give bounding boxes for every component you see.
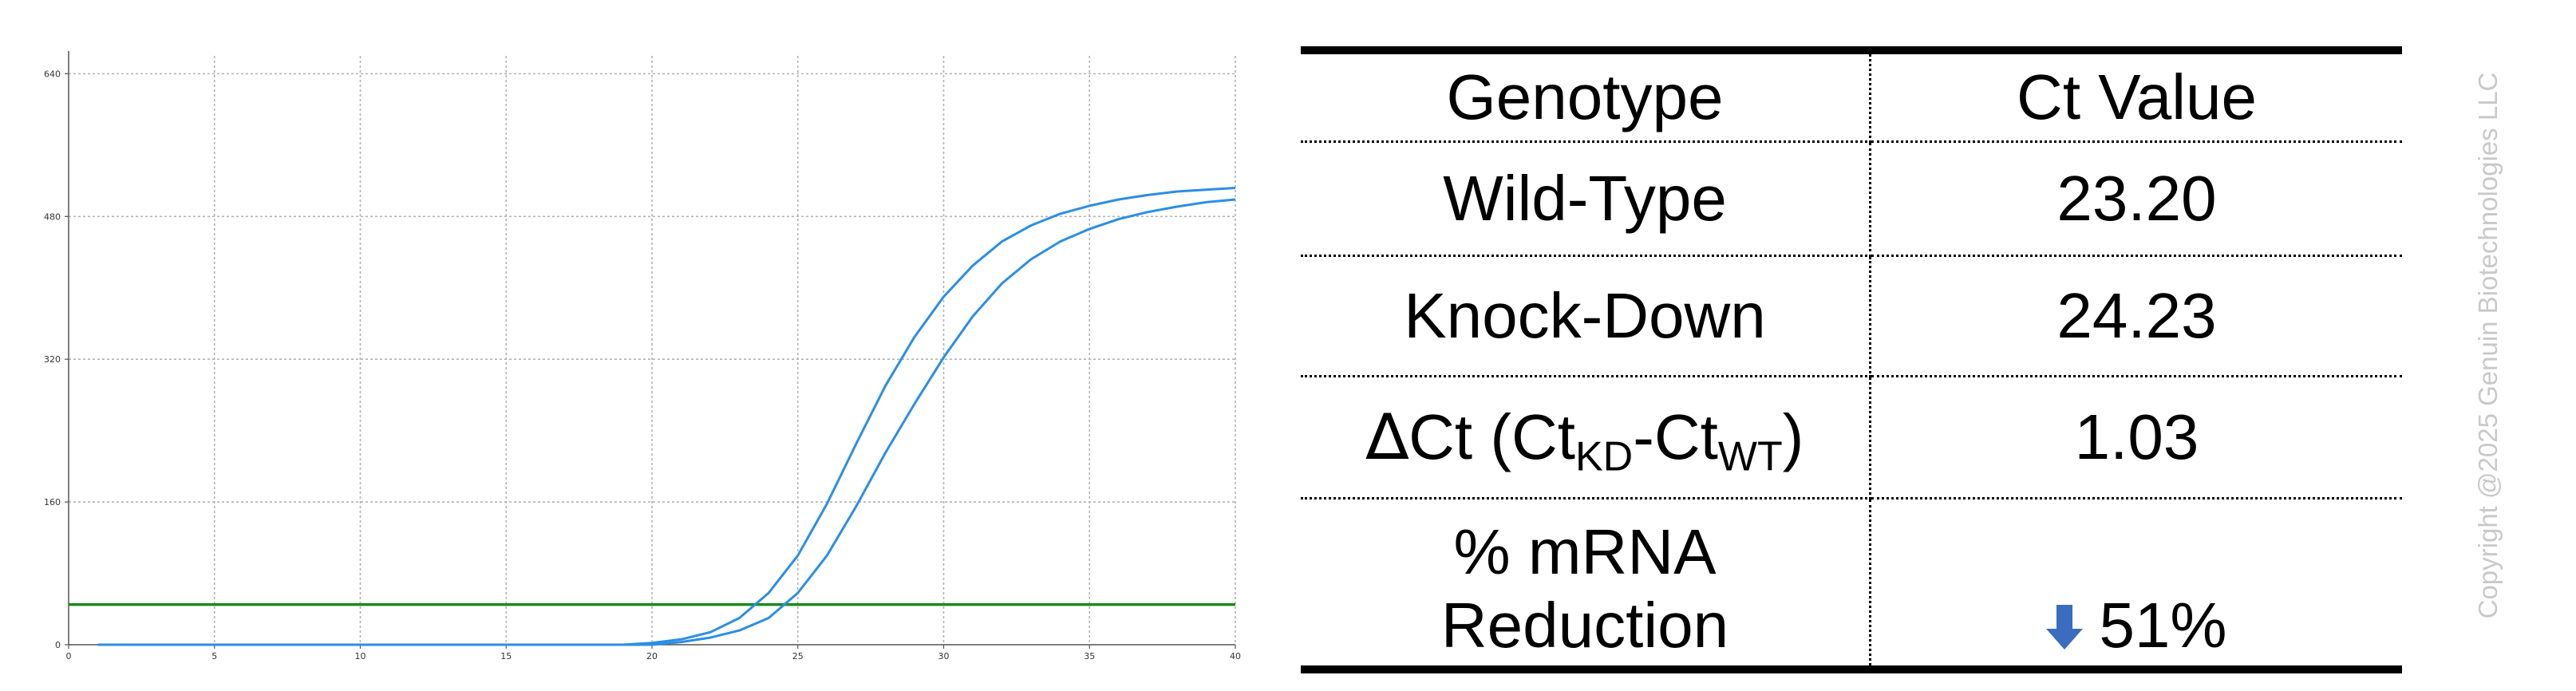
x-tick-label: 10	[355, 651, 366, 661]
amplification-curve-2	[97, 198, 1236, 646]
table-row: Wild-Type 23.20	[1301, 141, 2402, 257]
reduction-label-line2: Reduction	[1440, 590, 1729, 661]
y-tick-label: 160	[44, 497, 61, 507]
ct-knock-down: 24.23	[1870, 255, 2402, 377]
subscript-wt: WT	[1717, 433, 1783, 480]
down-arrow-icon	[2046, 605, 2084, 650]
copyright-notice: Copyright @2025 Genuin Biotechnologies L…	[2473, 72, 2503, 619]
results-table: Genotype Ct Value Wild-Type 23.20 Knock-…	[1301, 46, 2402, 673]
amplification-curves	[97, 187, 1236, 646]
delta-ct-close: )	[1782, 401, 1804, 472]
chart-ticks: 0 5 10 15 20 25 30 35 40 0 160 320 480 640	[44, 69, 1241, 661]
chart-grid	[69, 56, 1236, 645]
reduction-label: % mRNA Reduction	[1301, 498, 1871, 673]
header-ct-value: Ct Value	[1870, 46, 2402, 143]
subscript-kd: KD	[1575, 433, 1634, 480]
x-tick-label: 15	[500, 651, 512, 661]
y-tick-label: 0	[55, 640, 61, 650]
table-header-row: Genotype Ct Value	[1301, 46, 2402, 143]
delta-ct-label: ∆Ct (CtKD-CtWT)	[1301, 376, 1871, 499]
x-tick-label: 30	[938, 651, 950, 661]
header-genotype: Genotype	[1301, 46, 1871, 143]
ct-wild-type: 23.20	[1870, 141, 2402, 257]
x-tick-label: 35	[1084, 651, 1095, 661]
x-tick-label: 0	[66, 651, 72, 661]
delta-ct-value: 1.03	[1870, 376, 2402, 499]
y-tick-label: 640	[44, 69, 61, 79]
genotype-knock-down: Knock-Down	[1301, 255, 1871, 377]
x-tick-label: 5	[211, 651, 217, 661]
x-tick-label: 20	[646, 651, 658, 661]
reduction-value-cell: 51%	[1870, 498, 2402, 673]
delta-symbol: ∆	[1365, 400, 1409, 474]
y-tick-label: 480	[44, 211, 61, 222]
table-row: ∆Ct (CtKD-CtWT) 1.03	[1301, 376, 2402, 499]
amplification-curve-1	[97, 187, 1236, 646]
genotype-wild-type: Wild-Type	[1301, 141, 1871, 257]
table-row: % mRNA Reduction 51%	[1301, 498, 2402, 673]
table-row: Knock-Down 24.23	[1301, 255, 2402, 377]
y-tick-label: 320	[44, 354, 61, 365]
reduction-label-line1: % mRNA	[1453, 516, 1717, 587]
delta-ct-prefix: Ct (Ct	[1409, 401, 1575, 472]
delta-ct-dash: -Ct	[1633, 401, 1718, 472]
reduction-value: 51%	[2099, 590, 2227, 661]
amplification-chart: 0 5 10 15 20 25 30 35 40 0 160 320 480 640	[44, 51, 1241, 661]
x-tick-label: 40	[1230, 651, 1241, 661]
x-tick-label: 25	[792, 651, 804, 661]
